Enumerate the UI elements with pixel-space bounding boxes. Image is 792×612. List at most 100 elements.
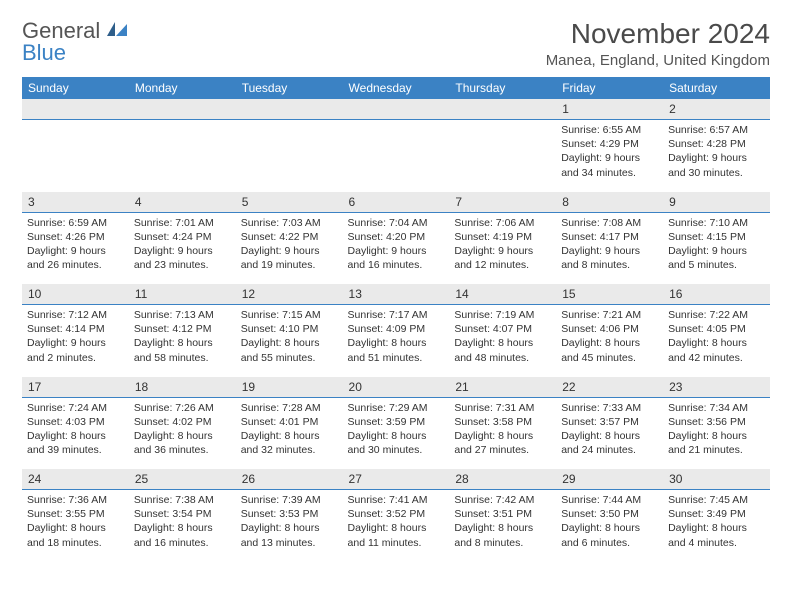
empty-day-number [343,99,450,120]
day-body-cell: Sunrise: 7:01 AMSunset: 4:24 PMDaylight:… [129,212,236,284]
day-number: 9 [669,195,676,209]
sunset-text: Sunset: 4:20 PM [348,230,445,244]
sunset-text: Sunset: 4:07 PM [454,322,551,336]
day-number-cell: 21 [449,377,556,398]
day-info: Sunrise: 7:22 AMSunset: 4:05 PMDaylight:… [668,308,765,365]
day-number: 24 [28,472,41,486]
daylight-line1: Daylight: 9 hours [134,244,231,258]
day-number-cell: 13 [343,284,450,305]
day-number-cell: 26 [236,469,343,490]
day-info: Sunrise: 7:10 AMSunset: 4:15 PMDaylight:… [668,216,765,273]
empty-day-body [449,120,556,192]
daylight-line1: Daylight: 8 hours [561,336,658,350]
day-info: Sunrise: 7:29 AMSunset: 3:59 PMDaylight:… [348,401,445,458]
logo-sail-icon [107,22,129,43]
day-body-cell: Sunrise: 7:21 AMSunset: 4:06 PMDaylight:… [556,305,663,377]
day-number: 3 [28,195,35,209]
day-info: Sunrise: 7:06 AMSunset: 4:19 PMDaylight:… [454,216,551,273]
day-info: Sunrise: 7:45 AMSunset: 3:49 PMDaylight:… [668,493,765,550]
day-body-cell: Sunrise: 6:55 AMSunset: 4:29 PMDaylight:… [556,120,663,192]
daylight-line1: Daylight: 9 hours [668,151,765,165]
sunset-text: Sunset: 4:01 PM [241,415,338,429]
day-number: 28 [455,472,468,486]
sunrise-text: Sunrise: 7:36 AM [27,493,124,507]
day-number-cell: 16 [663,284,770,305]
sunrise-text: Sunrise: 7:17 AM [348,308,445,322]
day-number: 20 [349,380,362,394]
daylight-line1: Daylight: 8 hours [348,521,445,535]
day-body-cell: Sunrise: 7:39 AMSunset: 3:53 PMDaylight:… [236,490,343,562]
daylight-line1: Daylight: 9 hours [454,244,551,258]
sunset-text: Sunset: 4:10 PM [241,322,338,336]
daylight-line1: Daylight: 8 hours [241,429,338,443]
day-number-cell: 1 [556,99,663,120]
month-title: November 2024 [546,18,770,50]
day-body-row: Sunrise: 6:59 AMSunset: 4:26 PMDaylight:… [22,212,770,284]
sunrise-text: Sunrise: 7:29 AM [348,401,445,415]
sunset-text: Sunset: 4:29 PM [561,137,658,151]
day-number-cell: 9 [663,192,770,213]
sunset-text: Sunset: 4:19 PM [454,230,551,244]
daylight-line2: and 19 minutes. [241,258,338,272]
dow-header: Monday [129,77,236,99]
day-number-cell: 22 [556,377,663,398]
daylight-line2: and 18 minutes. [27,536,124,550]
day-number-cell: 18 [129,377,236,398]
daylight-line2: and 24 minutes. [561,443,658,457]
logo-word-blue: Blue [22,40,129,66]
daylight-line1: Daylight: 9 hours [27,244,124,258]
sunset-text: Sunset: 3:58 PM [454,415,551,429]
sunset-text: Sunset: 4:09 PM [348,322,445,336]
daylight-line1: Daylight: 8 hours [27,429,124,443]
daylight-line2: and 30 minutes. [348,443,445,457]
day-number: 29 [562,472,575,486]
daylight-line1: Daylight: 9 hours [241,244,338,258]
day-number-cell: 2 [663,99,770,120]
day-number-row: 3456789 [22,192,770,213]
sunset-text: Sunset: 4:28 PM [668,137,765,151]
sunrise-text: Sunrise: 7:38 AM [134,493,231,507]
day-number: 22 [562,380,575,394]
sunset-text: Sunset: 3:54 PM [134,507,231,521]
sunrise-text: Sunrise: 7:19 AM [454,308,551,322]
day-number-row: 17181920212223 [22,377,770,398]
day-of-week-row: SundayMondayTuesdayWednesdayThursdayFrid… [22,77,770,99]
sunset-text: Sunset: 4:15 PM [668,230,765,244]
day-info: Sunrise: 7:39 AMSunset: 3:53 PMDaylight:… [241,493,338,550]
sunrise-text: Sunrise: 7:21 AM [561,308,658,322]
sunrise-text: Sunrise: 7:39 AM [241,493,338,507]
day-number: 8 [562,195,569,209]
sunrise-text: Sunrise: 7:45 AM [668,493,765,507]
day-body-cell: Sunrise: 7:13 AMSunset: 4:12 PMDaylight:… [129,305,236,377]
day-body-row: Sunrise: 7:12 AMSunset: 4:14 PMDaylight:… [22,305,770,377]
daylight-line1: Daylight: 8 hours [134,429,231,443]
sunset-text: Sunset: 3:52 PM [348,507,445,521]
daylight-line1: Daylight: 8 hours [668,521,765,535]
day-number: 30 [669,472,682,486]
daylight-line1: Daylight: 8 hours [134,336,231,350]
sunrise-text: Sunrise: 7:26 AM [134,401,231,415]
day-number: 7 [455,195,462,209]
sunset-text: Sunset: 4:17 PM [561,230,658,244]
day-body-cell: Sunrise: 7:29 AMSunset: 3:59 PMDaylight:… [343,397,450,469]
daylight-line2: and 34 minutes. [561,166,658,180]
day-number-cell: 7 [449,192,556,213]
day-number: 23 [669,380,682,394]
daylight-line2: and 16 minutes. [348,258,445,272]
day-body-row: Sunrise: 7:24 AMSunset: 4:03 PMDaylight:… [22,397,770,469]
day-number-cell: 19 [236,377,343,398]
daylight-line1: Daylight: 8 hours [561,521,658,535]
day-body-cell: Sunrise: 7:38 AMSunset: 3:54 PMDaylight:… [129,490,236,562]
day-body-cell: Sunrise: 7:31 AMSunset: 3:58 PMDaylight:… [449,397,556,469]
sunset-text: Sunset: 4:26 PM [27,230,124,244]
sunset-text: Sunset: 3:57 PM [561,415,658,429]
sunrise-text: Sunrise: 6:59 AM [27,216,124,230]
day-info: Sunrise: 7:34 AMSunset: 3:56 PMDaylight:… [668,401,765,458]
daylight-line2: and 6 minutes. [561,536,658,550]
empty-day-body [236,120,343,192]
dow-header: Saturday [663,77,770,99]
day-number-cell: 24 [22,469,129,490]
sunrise-text: Sunrise: 7:24 AM [27,401,124,415]
day-info: Sunrise: 7:15 AMSunset: 4:10 PMDaylight:… [241,308,338,365]
day-info: Sunrise: 6:59 AMSunset: 4:26 PMDaylight:… [27,216,124,273]
